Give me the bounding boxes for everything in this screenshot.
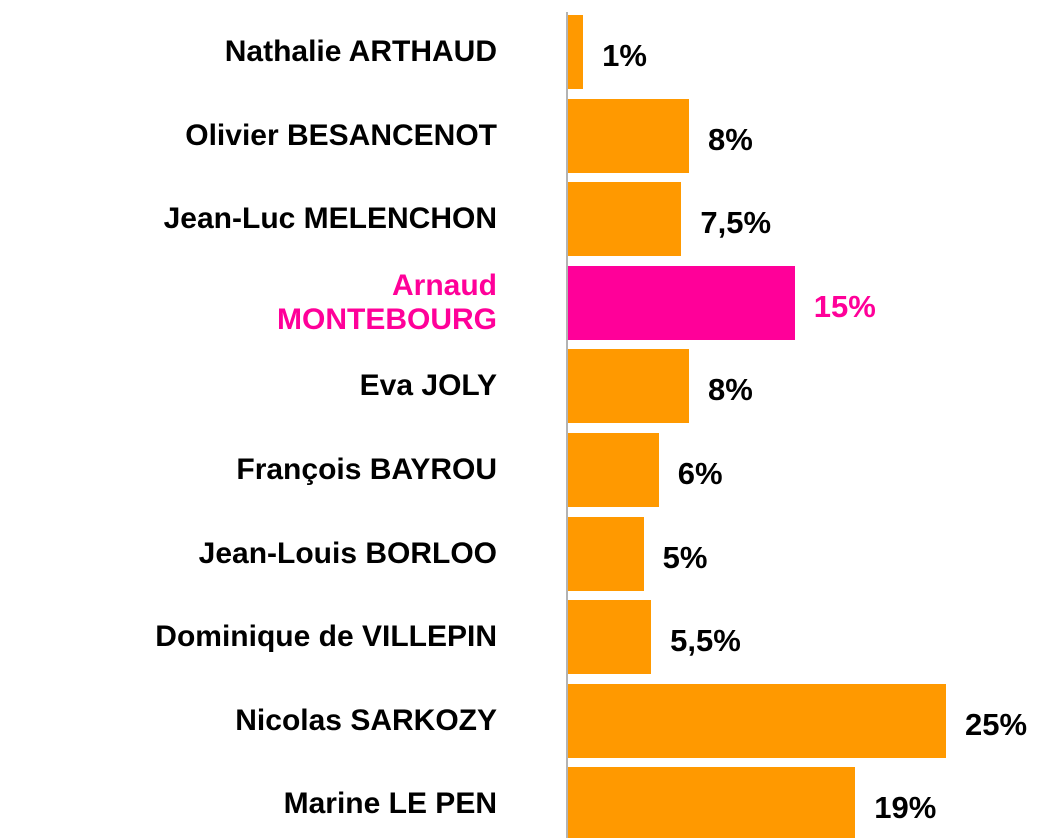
category-label: Arnaud MONTEBOURG — [277, 268, 497, 336]
bar — [568, 600, 652, 675]
category-label: Jean-Luc MELENCHON — [163, 202, 497, 236]
category-label: Jean-Louis BORLOO — [198, 536, 497, 570]
value-label: 5,5% — [670, 623, 741, 659]
bar — [568, 516, 644, 591]
category-label: Nathalie ARTHAUD — [224, 35, 497, 68]
value-label: 8% — [707, 121, 753, 157]
bar — [568, 15, 584, 89]
category-label: François BAYROU — [236, 453, 497, 486]
bar — [568, 98, 689, 173]
category-label: Eva JOLY — [359, 369, 497, 403]
bar — [568, 349, 689, 424]
value-label: 15% — [813, 288, 876, 324]
bar — [568, 265, 795, 340]
bar — [568, 683, 946, 758]
value-label: 7,5% — [700, 205, 772, 241]
category-label: Marine LE PEN — [283, 787, 497, 821]
axis-line — [566, 12, 568, 838]
category-label: Dominique de VILLEPIN — [155, 620, 497, 654]
value-label: 8% — [707, 372, 753, 408]
value-label: 6% — [677, 456, 723, 491]
bar — [568, 433, 659, 507]
bar — [568, 767, 856, 838]
value-label: 25% — [965, 706, 1028, 742]
value-label: 5% — [662, 539, 708, 575]
category-label: Olivier BESANCENOT — [185, 118, 497, 152]
value-label: 19% — [874, 790, 937, 826]
value-label: 1% — [602, 38, 647, 73]
bar — [568, 182, 682, 257]
category-label: Nicolas SARKOZY — [235, 703, 497, 737]
